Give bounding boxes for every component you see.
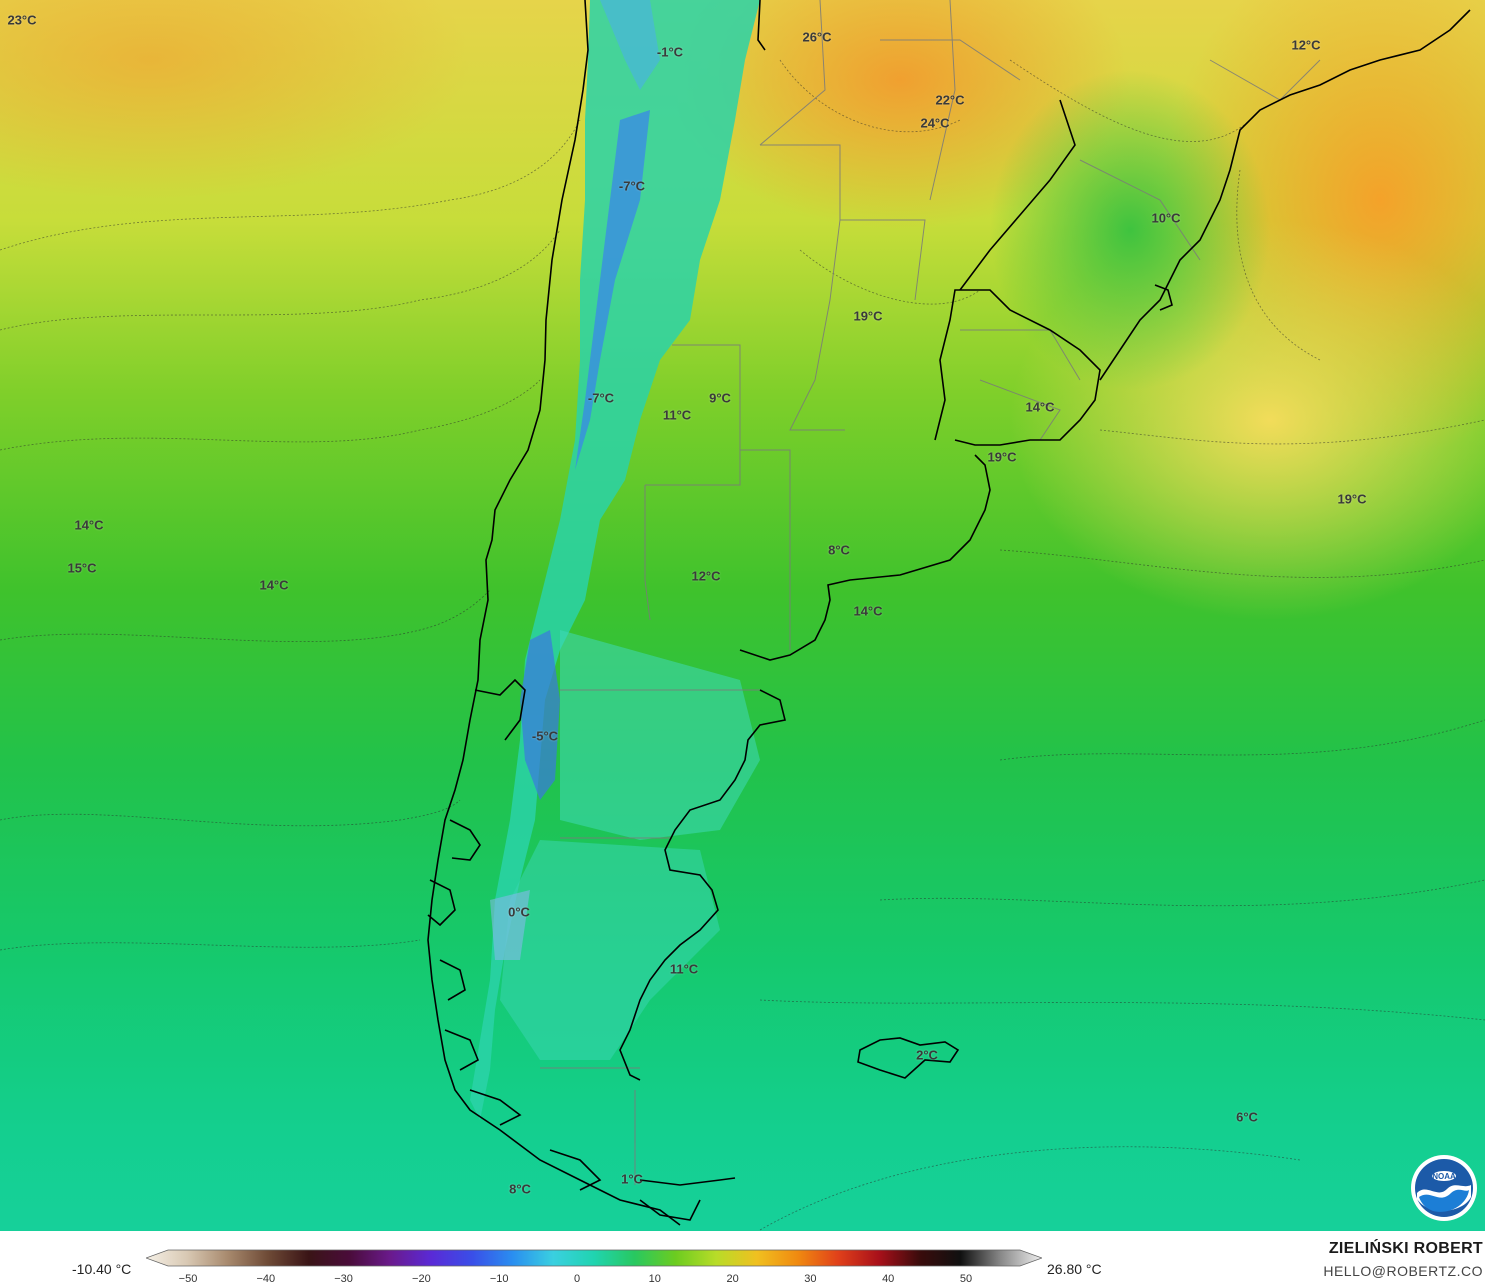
legend-tick-label: 20	[726, 1273, 739, 1285]
temp-label: 8°C	[509, 1181, 531, 1197]
temp-label: -7°C	[618, 178, 646, 194]
temp-label: 8°C	[828, 542, 850, 558]
temp-label: 19°C	[1337, 491, 1367, 507]
temp-label: 14°C	[1025, 399, 1055, 415]
temp-label: 11°C	[669, 961, 699, 977]
temperature-map: 23°C -1°C 26°C 12°C 22°C 24°C -7°C 10°C …	[0, 0, 1485, 1231]
isotherm-lines	[0, 59, 1485, 1231]
coastlines	[427, 0, 1471, 1226]
province-borders	[540, 0, 1321, 1185]
temp-label: 0°C	[508, 904, 530, 920]
map-layers	[0, 0, 1485, 1231]
temp-label: -1°C	[656, 44, 684, 60]
temp-label: 10°C	[1151, 210, 1181, 226]
author-name: ZIELIŃSKI ROBERT	[1328, 1240, 1483, 1257]
temp-label: 19°C	[853, 308, 883, 324]
legend-colorbar	[146, 1249, 1042, 1267]
temp-label: 14°C	[259, 577, 289, 593]
noaa-logo-icon: NOAA	[1411, 1155, 1477, 1221]
warm-zones	[0, 0, 1485, 620]
temp-label: 24°C	[920, 115, 950, 131]
temp-label: 19°C	[987, 449, 1017, 465]
legend-min-value: -10.40 °C	[72, 1261, 132, 1277]
author-email[interactable]: HELLO@ROBERTZ.CO	[1323, 1263, 1483, 1279]
color-legend: -10.40 °C −50 −40 −30 −20 −10 0 10 20 30 40 50 26.…	[0, 1231, 1485, 1287]
legend-max-value: 26.80 °C	[1047, 1261, 1102, 1277]
temp-label: 6°C	[1236, 1109, 1258, 1125]
land-shading	[470, 0, 760, 1120]
legend-tick-label: −40	[256, 1273, 276, 1285]
legend-tick-label: −50	[178, 1273, 198, 1285]
temp-label: 2°C	[916, 1047, 938, 1063]
temp-label: 22°C	[935, 92, 965, 108]
temp-label: 15°C	[67, 560, 97, 576]
legend-tick-label: 0	[573, 1273, 581, 1285]
temp-label: -5°C	[531, 728, 559, 744]
legend-tick-label: 50	[959, 1273, 973, 1285]
legend-tick-label: 10	[648, 1273, 661, 1285]
legend-tick-label: 40	[882, 1273, 895, 1285]
temp-label: 26°C	[802, 29, 832, 45]
temp-label: 9°C	[709, 390, 731, 406]
legend-tick-label: −30	[334, 1273, 353, 1285]
temp-label: 12°C	[691, 568, 721, 584]
temp-label: 23°C	[7, 12, 37, 28]
temp-label: -7°C	[587, 390, 615, 406]
temp-label: 11°C	[662, 407, 692, 423]
legend-tick-label: 30	[804, 1273, 817, 1285]
noaa-logo-text: NOAA	[1432, 1172, 1456, 1181]
temp-label: 14°C	[853, 603, 883, 619]
temp-label: 1°C	[621, 1171, 643, 1187]
temp-label: 12°C	[1291, 37, 1321, 53]
legend-tick-label: −20	[412, 1273, 431, 1285]
temp-label: 14°C	[74, 517, 104, 533]
legend-tick-label: −10	[489, 1273, 509, 1285]
